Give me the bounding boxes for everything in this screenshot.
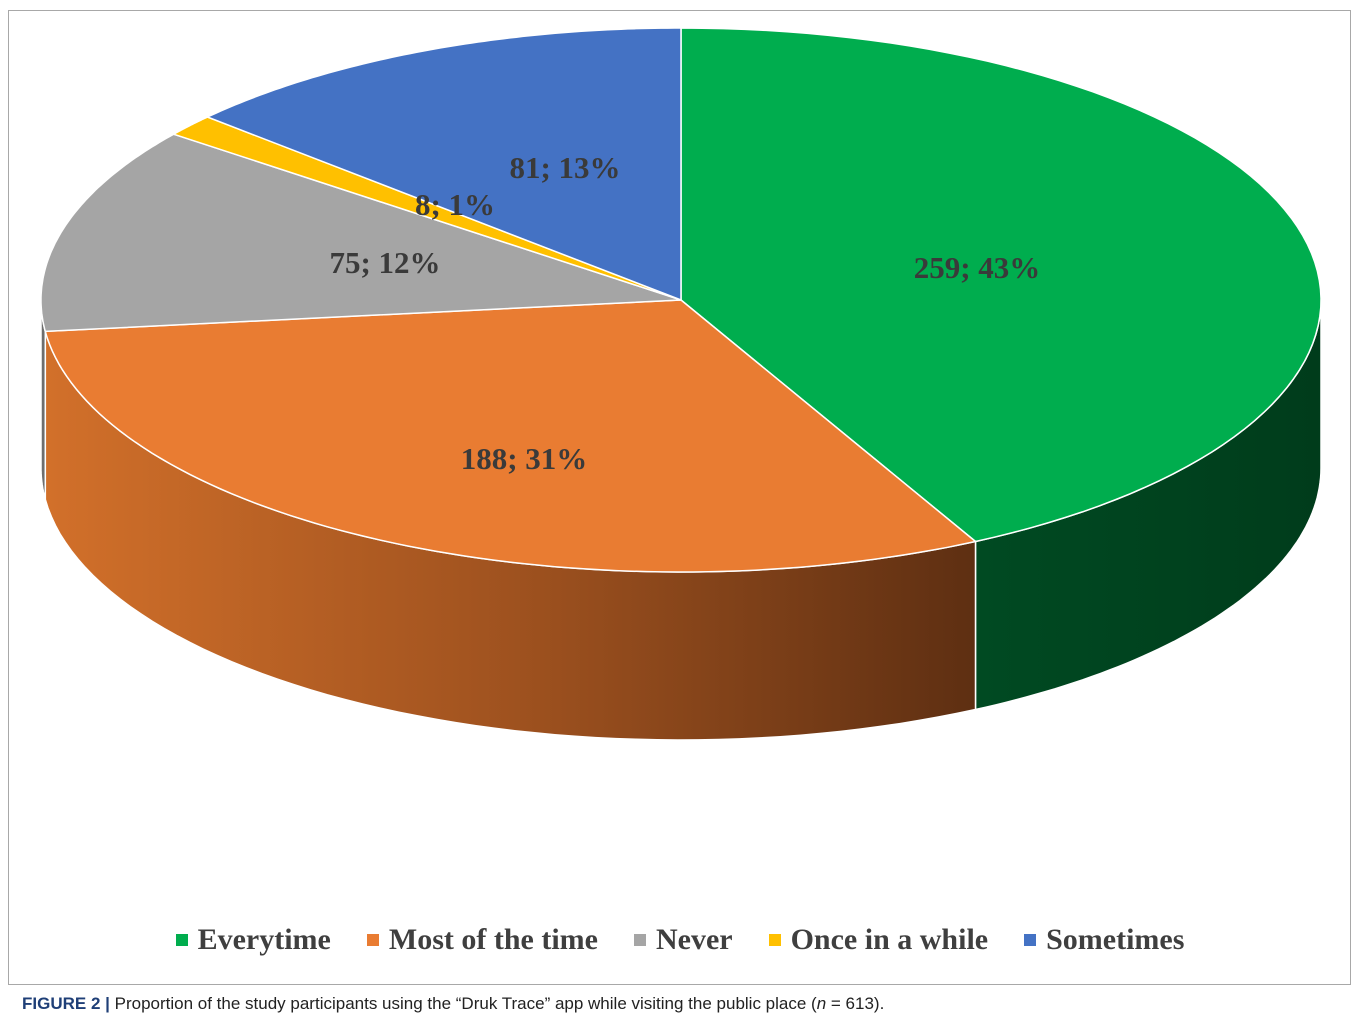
data-label-sometimes: 81; 13% bbox=[509, 150, 620, 185]
legend-label: Once in a while bbox=[790, 923, 989, 956]
legend-item-sometimes: Sometimes bbox=[1024, 923, 1184, 957]
pie-slice-once-in-a-while bbox=[171, 116, 682, 301]
caption-text-after: = 613). bbox=[826, 994, 885, 1013]
pie-top-slices bbox=[40, 27, 1322, 573]
legend-swatch bbox=[366, 934, 379, 946]
pie-slice-sometimes bbox=[205, 27, 682, 302]
legend: Everytime Most of the time Never Once in a … bbox=[0, 918, 1360, 962]
pie-data-labels: 259; 43% 188; 31% 75; 12% 8; 1% 81; 13% bbox=[329, 150, 1040, 476]
legend-swatch bbox=[768, 934, 781, 946]
data-label-never: 75; 12% bbox=[329, 245, 440, 280]
legend-swatch bbox=[175, 934, 188, 946]
legend-swatch bbox=[633, 934, 646, 946]
caption-text-before: Proportion of the study participants usi… bbox=[114, 994, 817, 1013]
legend-swatch bbox=[1024, 934, 1037, 946]
legend-label: Most of the time bbox=[388, 923, 598, 956]
figure-caption: FIGURE 2 | Proportion of the study parti… bbox=[22, 994, 1342, 1014]
pie-slice-everytime bbox=[680, 27, 1322, 543]
pie-slice-never bbox=[40, 133, 682, 333]
data-label-once-in-a-while: 8; 1% bbox=[415, 187, 495, 222]
legend-item-everytime: Everytime bbox=[175, 923, 331, 957]
data-label-everytime: 259; 43% bbox=[914, 250, 1041, 285]
pie-slice-most-of-the-time bbox=[44, 299, 978, 573]
legend-item-most-of-the-time: Most of the time bbox=[366, 923, 598, 957]
legend-item-never: Never bbox=[633, 923, 733, 957]
figure-label: FIGURE 2 | bbox=[22, 994, 110, 1013]
legend-item-once-in-a-while: Once in a while bbox=[768, 923, 989, 957]
legend-label: Never bbox=[655, 923, 733, 956]
legend-label: Sometimes bbox=[1046, 923, 1185, 956]
data-label-most-of-the-time: 188; 31% bbox=[461, 441, 588, 476]
legend-label: Everytime bbox=[197, 923, 331, 956]
caption-n-symbol: n bbox=[816, 994, 827, 1013]
